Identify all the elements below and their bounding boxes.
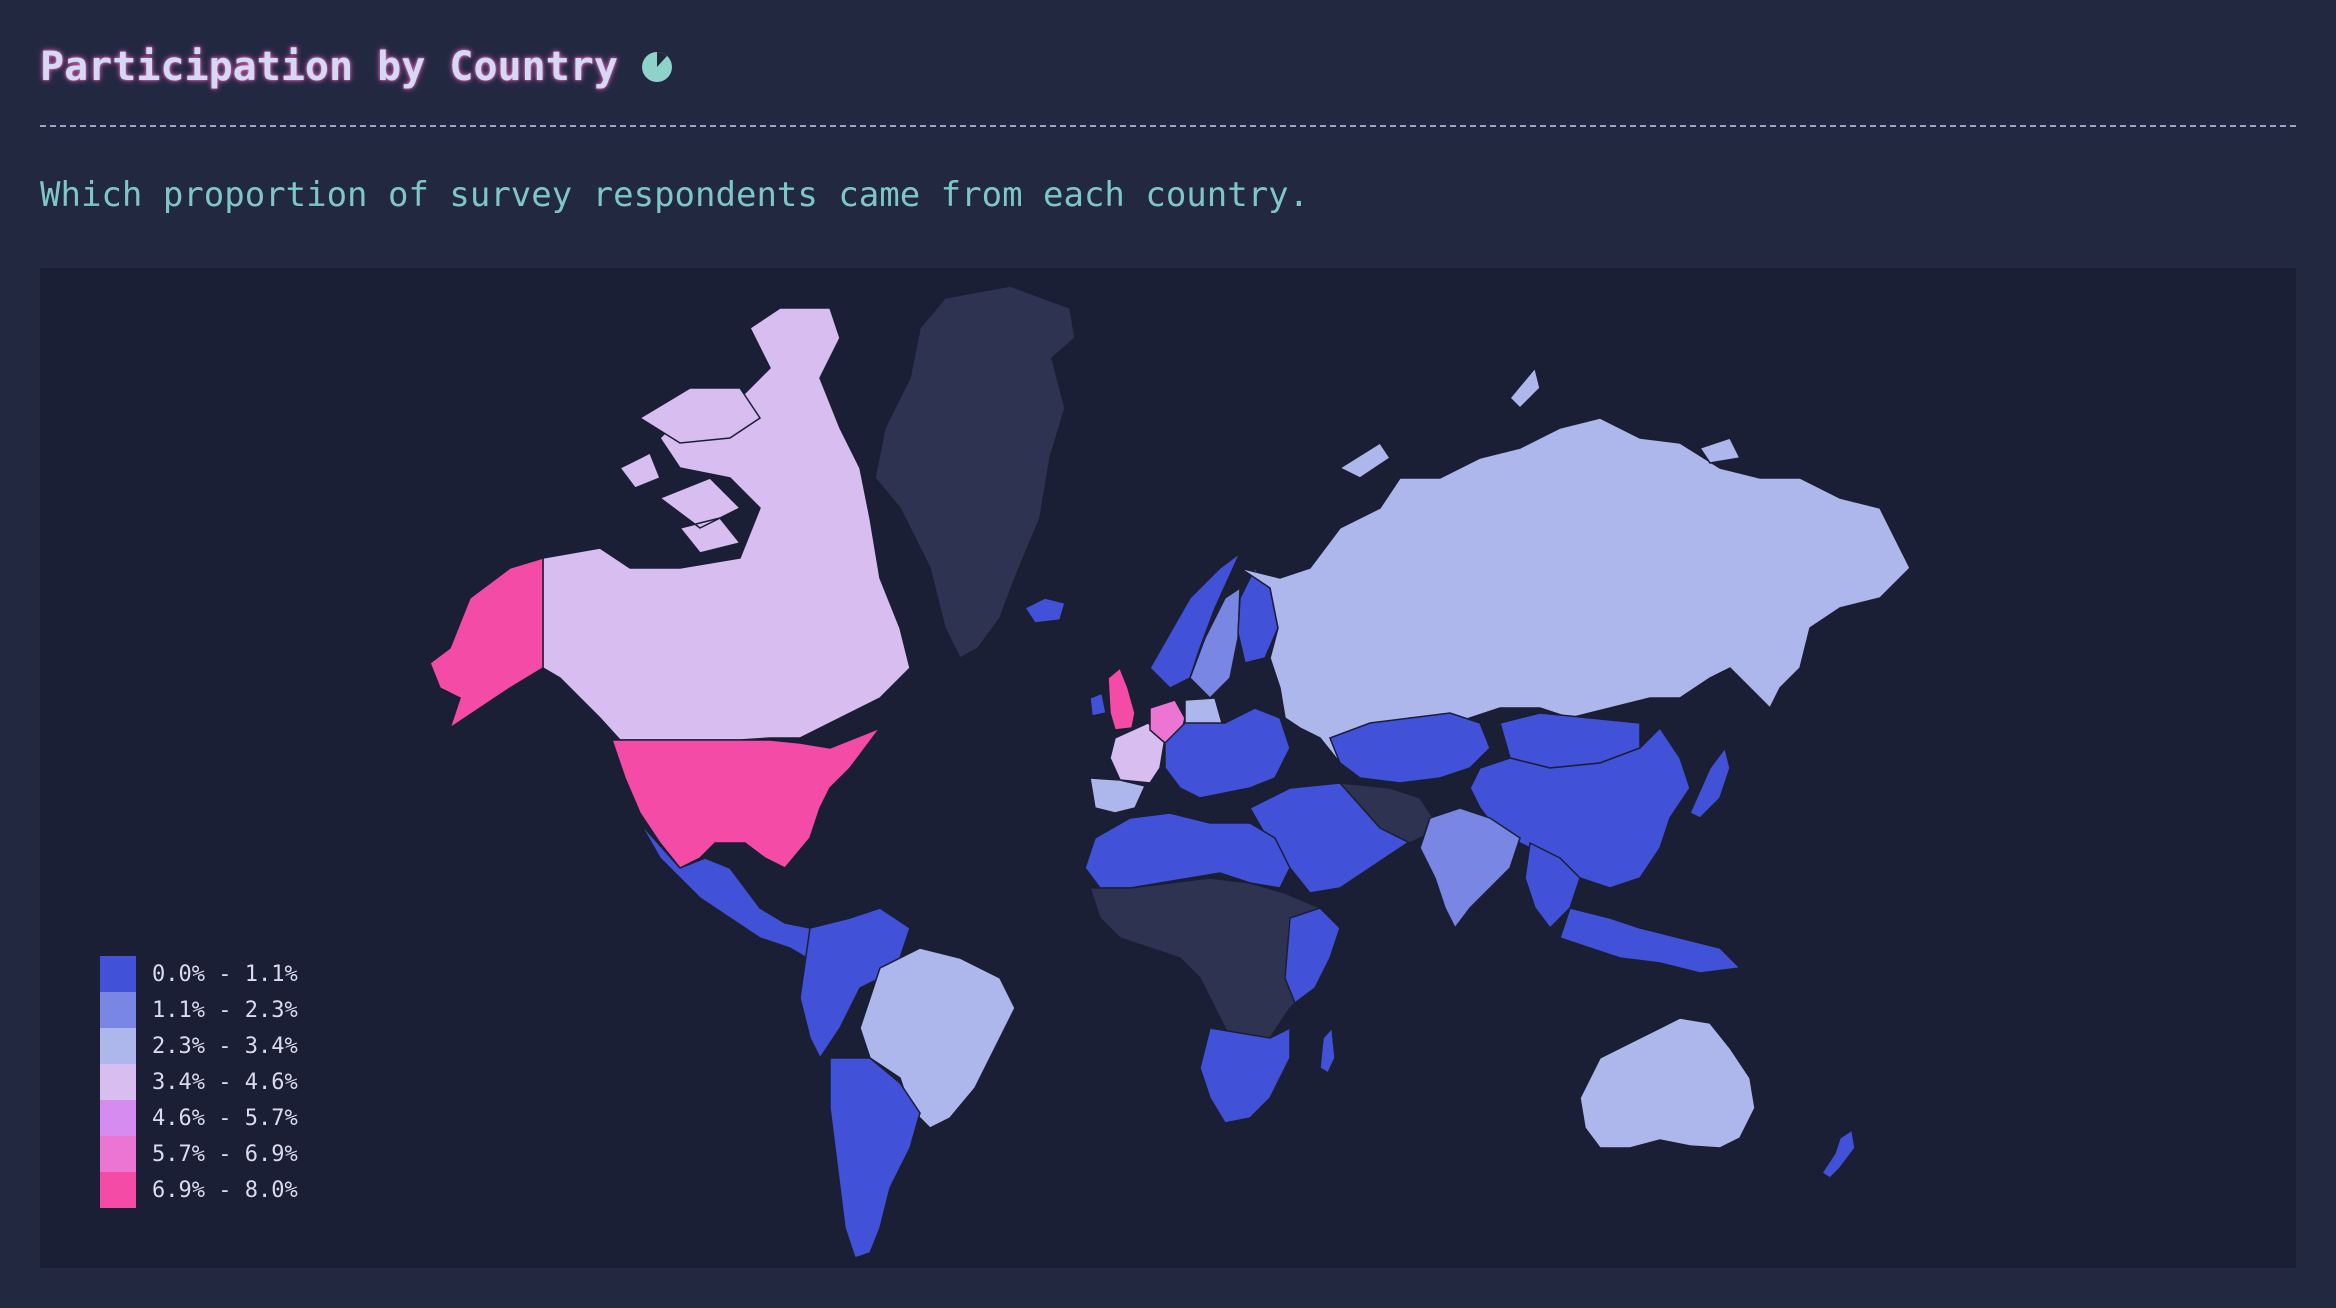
country-kazakhstan[interactable] — [1329, 712, 1491, 784]
country-uk[interactable] — [1107, 666, 1136, 731]
country-canada-islands[interactable] — [618, 387, 762, 554]
country-russia-islands[interactable] — [1338, 366, 1742, 479]
country-madagascar[interactable] — [1319, 1026, 1336, 1075]
country-central-africa[interactable] — [1088, 877, 1341, 1049]
legend-item: 3.4% - 4.6% — [100, 1064, 298, 1100]
legend-item: 5.7% - 6.9% — [100, 1136, 298, 1172]
page-subtitle: Which proportion of survey respondents c… — [40, 175, 1310, 215]
legend-label: 4.6% - 5.7% — [152, 1105, 298, 1131]
country-argentina[interactable] — [829, 1057, 921, 1259]
legend-swatch — [100, 1028, 136, 1064]
legend-item: 0.0% - 1.1% — [100, 956, 298, 992]
country-south-africa[interactable] — [1199, 1026, 1291, 1124]
country-india[interactable] — [1419, 807, 1521, 930]
legend: 0.0% - 1.1% 1.1% - 2.3% 2.3% - 3.4% 3.4%… — [100, 956, 298, 1208]
country-southeast-asia[interactable] — [1524, 841, 1581, 930]
country-iceland[interactable] — [1023, 597, 1066, 624]
country-spain[interactable] — [1089, 777, 1147, 814]
map-panel: 0.0% - 1.1% 1.1% - 2.3% 2.3% - 3.4% 3.4%… — [40, 268, 2296, 1268]
country-sea-islands[interactable] — [1559, 907, 1742, 974]
country-russia[interactable] — [1239, 417, 1911, 764]
country-norway[interactable] — [1149, 552, 1241, 689]
country-finland[interactable] — [1237, 566, 1279, 664]
legend-label: 3.4% - 4.6% — [152, 1069, 298, 1095]
legend-item: 1.1% - 2.3% — [100, 992, 298, 1028]
country-canada[interactable] — [542, 307, 911, 741]
country-colombia-region[interactable] — [799, 907, 911, 1060]
country-alaska[interactable] — [429, 556, 544, 730]
legend-item: 6.9% - 8.0% — [100, 1172, 298, 1208]
country-japan[interactable] — [1689, 746, 1731, 819]
country-greenland[interactable] — [874, 285, 1076, 660]
legend-swatch — [100, 992, 136, 1028]
country-east-africa[interactable] — [1284, 907, 1341, 1005]
legend-label: 5.7% - 6.9% — [152, 1141, 298, 1167]
header: Participation by Country — [40, 44, 674, 90]
legend-label: 6.9% - 8.0% — [152, 1177, 298, 1203]
country-new-zealand[interactable] — [1820, 1128, 1856, 1179]
legend-swatch — [100, 956, 136, 992]
legend-label: 1.1% - 2.3% — [152, 997, 298, 1023]
legend-swatch — [100, 1100, 136, 1136]
legend-label: 0.0% - 1.1% — [152, 961, 298, 987]
legend-swatch — [100, 1172, 136, 1208]
legend-swatch — [100, 1136, 136, 1172]
country-usa[interactable] — [610, 726, 883, 869]
legend-label: 2.3% - 3.4% — [152, 1033, 298, 1059]
legend-swatch — [100, 1064, 136, 1100]
legend-item: 4.6% - 5.7% — [100, 1100, 298, 1136]
legend-item: 2.3% - 3.4% — [100, 1028, 298, 1064]
page-title: Participation by Country — [40, 44, 618, 90]
title-divider — [40, 125, 2296, 127]
country-ireland[interactable] — [1089, 691, 1107, 717]
world-map — [429, 285, 1911, 1259]
pie-chart-icon — [641, 52, 672, 82]
country-australia[interactable] — [1579, 1017, 1756, 1149]
country-europe-rest[interactable] — [1164, 707, 1291, 799]
country-brazil[interactable] — [859, 947, 1016, 1129]
